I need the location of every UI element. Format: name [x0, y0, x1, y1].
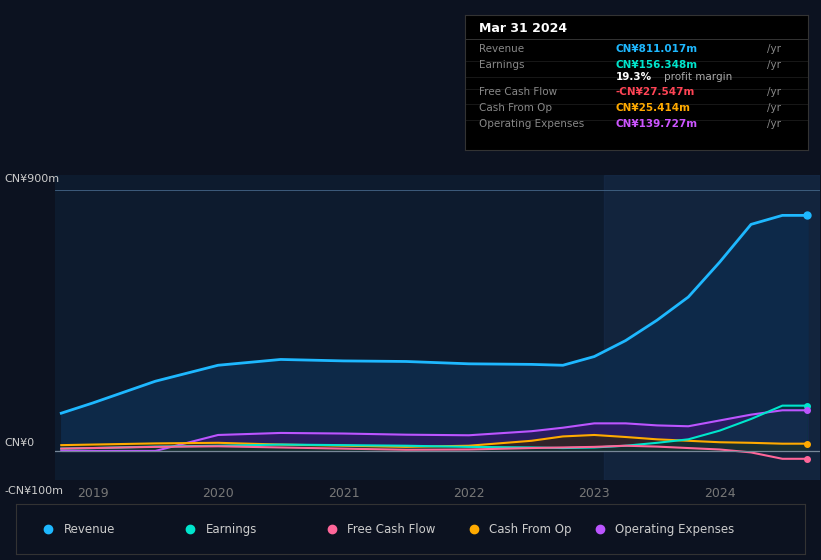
Bar	[604, 175, 820, 480]
Text: CN¥0: CN¥0	[4, 438, 34, 448]
Text: 19.3%: 19.3%	[616, 72, 652, 82]
Text: Revenue: Revenue	[64, 522, 115, 536]
Text: Mar 31 2024: Mar 31 2024	[479, 22, 566, 35]
Text: -CN¥100m: -CN¥100m	[4, 486, 63, 496]
Text: Cash From Op: Cash From Op	[479, 103, 552, 113]
Text: CN¥900m: CN¥900m	[4, 174, 59, 184]
Text: Earnings: Earnings	[479, 60, 525, 70]
Text: Earnings: Earnings	[205, 522, 257, 536]
Text: Revenue: Revenue	[479, 44, 524, 54]
Text: /yr: /yr	[767, 60, 781, 70]
Text: Operating Expenses: Operating Expenses	[479, 119, 584, 129]
Text: Operating Expenses: Operating Expenses	[616, 522, 735, 536]
Text: CN¥811.017m: CN¥811.017m	[616, 44, 698, 54]
Text: Free Cash Flow: Free Cash Flow	[347, 522, 436, 536]
Text: Free Cash Flow: Free Cash Flow	[479, 87, 557, 97]
Text: CN¥25.414m: CN¥25.414m	[616, 103, 691, 113]
Text: /yr: /yr	[767, 103, 781, 113]
Text: Cash From Op: Cash From Op	[489, 522, 571, 536]
Text: profit margin: profit margin	[664, 72, 732, 82]
Text: /yr: /yr	[767, 87, 781, 97]
Text: /yr: /yr	[767, 44, 781, 54]
Text: CN¥156.348m: CN¥156.348m	[616, 60, 698, 70]
Text: -CN¥27.547m: -CN¥27.547m	[616, 87, 695, 97]
Text: CN¥139.727m: CN¥139.727m	[616, 119, 698, 129]
Text: /yr: /yr	[767, 119, 781, 129]
